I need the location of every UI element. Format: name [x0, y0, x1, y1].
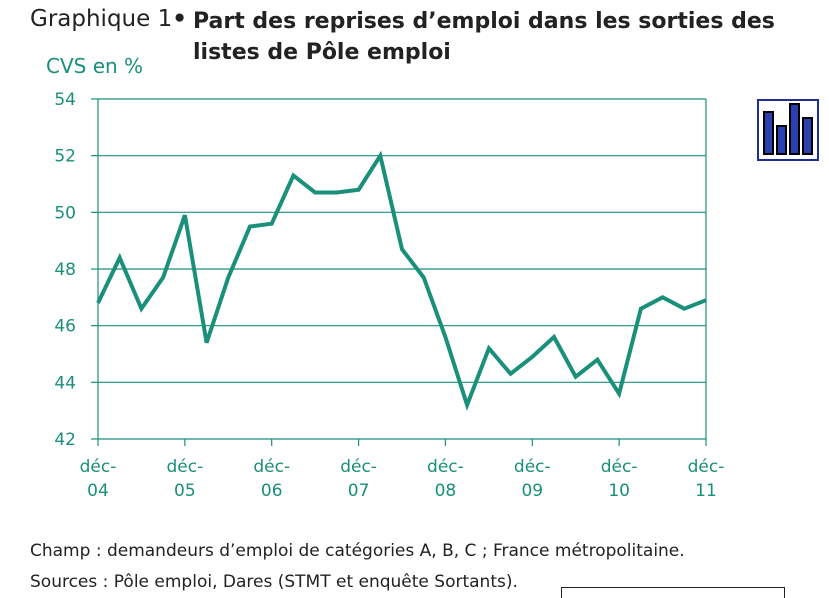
- x-tick-label: déc-07: [340, 457, 377, 501]
- y-tick-label: 46: [54, 317, 76, 337]
- x-tick-label: déc-04: [80, 457, 117, 501]
- x-tick-label: déc-11: [688, 457, 725, 501]
- logo-bar-2: [776, 125, 787, 155]
- y-tick-label: 50: [54, 203, 76, 223]
- axes: [91, 99, 706, 446]
- champ-note: Champ : demandeurs d’emploi de catégorie…: [30, 541, 685, 561]
- x-tick-label: déc-06: [253, 457, 290, 501]
- series-layer: [98, 156, 706, 406]
- logo-bar-3: [789, 103, 800, 155]
- y-tick-labels: 42 44 46 48 50 52 54: [54, 90, 76, 450]
- y-tick-label: 52: [54, 147, 76, 167]
- y-tick-label: 44: [54, 373, 76, 393]
- logo-bar-1: [763, 111, 774, 155]
- x-tick-label: déc-10: [601, 457, 638, 501]
- sources-note: Sources : Pôle emploi, Dares (STMT et en…: [30, 572, 518, 592]
- y-tick-label: 42: [54, 430, 76, 450]
- y-tick-label: 54: [54, 90, 76, 110]
- x-tick-label: déc-09: [514, 457, 551, 501]
- x-tick-label: déc-05: [166, 457, 203, 501]
- x-tick-label: déc-08: [427, 457, 464, 501]
- y-tick-label: 48: [54, 260, 76, 280]
- logo-bar-4: [802, 117, 813, 155]
- bar-chart-logo-icon: [757, 99, 819, 161]
- x-tick-labels: déc-04 déc-05 déc-06 déc-07 déc-08 déc-09 déc-…: [80, 457, 725, 501]
- series-line: [98, 156, 706, 405]
